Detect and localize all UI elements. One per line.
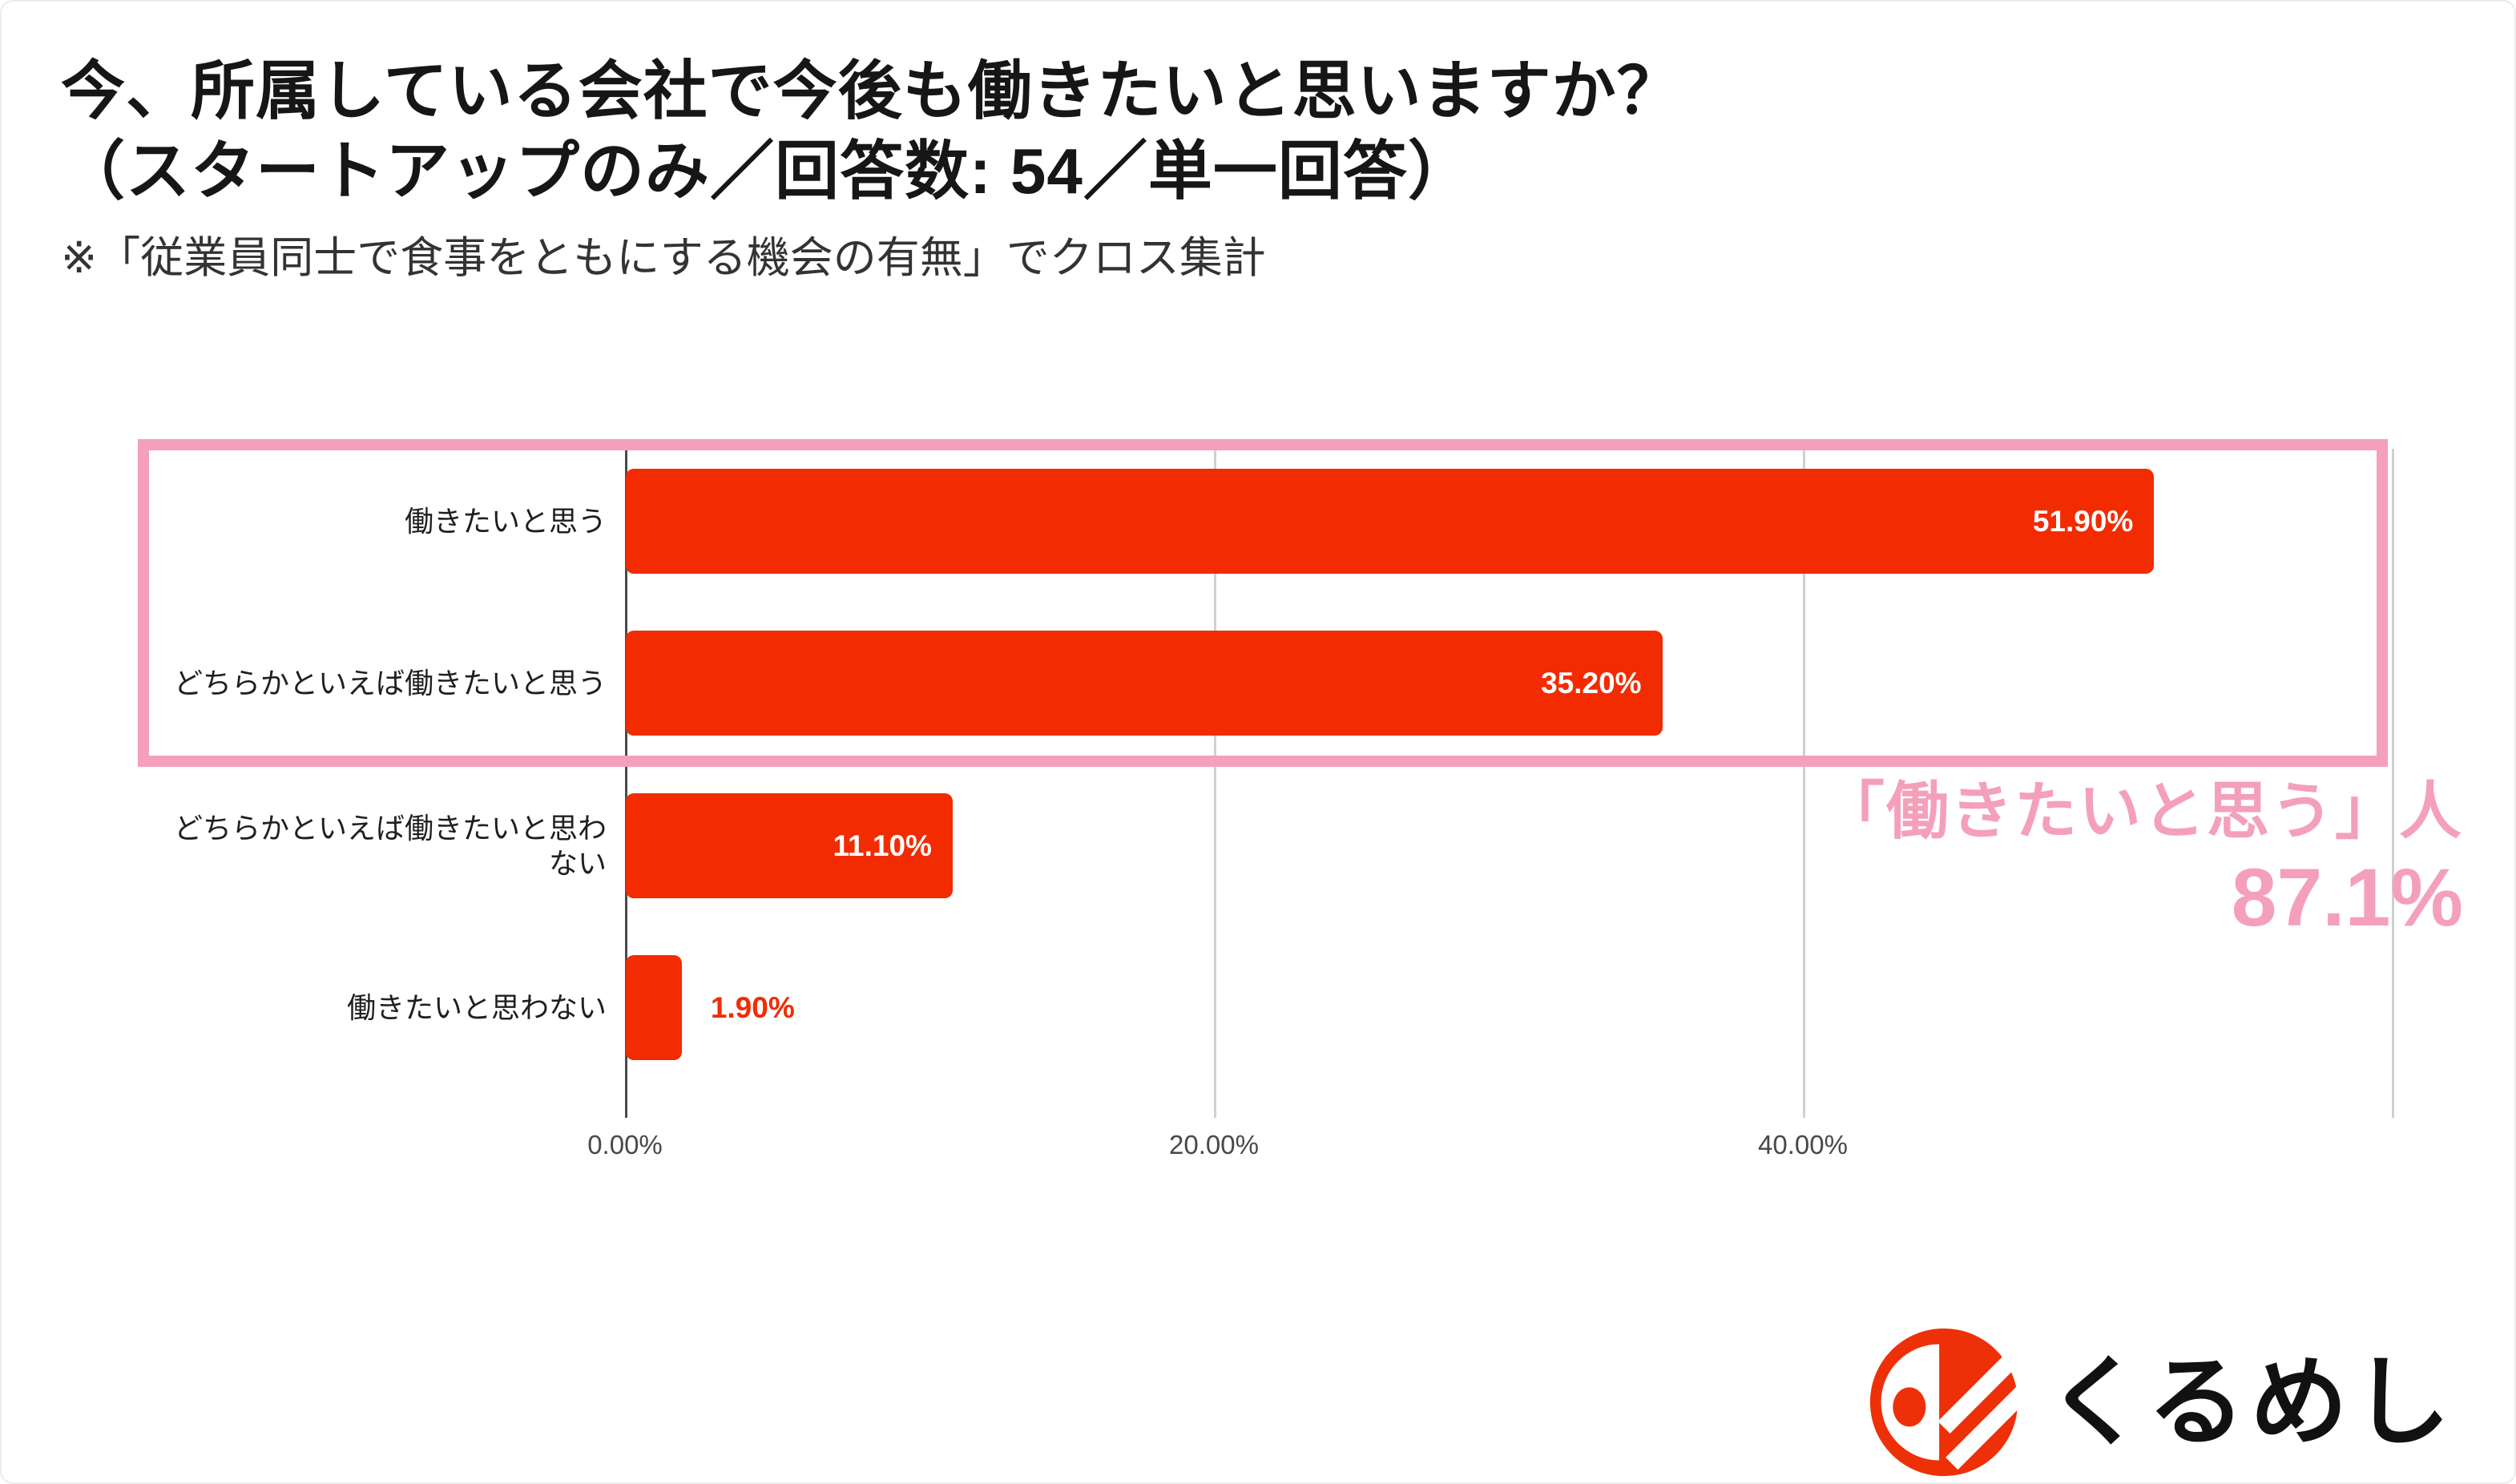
- bar-value-label: 1.90%: [710, 990, 795, 1024]
- bar-value-label: 51.90%: [2032, 504, 2134, 538]
- kurumeshi-logo: くるめし: [1865, 1322, 2455, 1482]
- bar-2: 35.20%: [626, 631, 1663, 736]
- chart-title-line1: 今、所属している会社で今後も働きたいと思いますか？: [61, 55, 1682, 127]
- logo-text: くるめし: [2046, 1348, 2455, 1457]
- category-label: どちらかといえば働きたいと思う: [173, 666, 607, 700]
- kurumeshi-brand-icon: [1870, 1328, 2023, 1477]
- category-label: 働きたいと思う: [404, 504, 607, 538]
- bar-value-label: 11.10%: [833, 829, 932, 862]
- bar-3: 11.10%: [626, 793, 953, 898]
- header: 今、所属している会社で今後も働きたいと思いますか？ （スタートアップのみ／回答数…: [61, 51, 1682, 285]
- gridline-40pct: [1803, 449, 1805, 1118]
- annotation: 「働きたいと思う」人 87.1%: [1822, 772, 2463, 946]
- x-tick-label: 0.00%: [587, 1130, 663, 1159]
- category-label: 働きたいと思わない: [346, 990, 607, 1024]
- bar-1: 51.90%: [626, 469, 2155, 574]
- cross-tab-note: ※「従業員同士で食事をともにする機会の有無」でクロス集計: [61, 234, 1266, 282]
- chart-title-line2: （スタートアップのみ／回答数: 54／単一回答）: [61, 135, 1473, 207]
- gridline-20pct: [1214, 449, 1216, 1118]
- x-tick-label: 40.00%: [1758, 1130, 1848, 1159]
- gridline-60pct: [2392, 449, 2394, 1118]
- x-tick-label: 20.00%: [1169, 1130, 1259, 1159]
- bar-4: [626, 955, 682, 1060]
- category-label: どちらかといえば働きたいと思わない: [173, 811, 607, 880]
- y-axis-line: [625, 449, 627, 1118]
- annotation-line1: 「働きたいと思う」人: [1821, 776, 2463, 846]
- highlight-box: [138, 439, 2388, 767]
- bar-value-label: 35.20%: [1541, 666, 1642, 700]
- annotation-line2: 87.1%: [2231, 852, 2463, 943]
- chart-title: 今、所属している会社で今後も働きたいと思いますか？ （スタートアップのみ／回答数…: [61, 51, 1682, 212]
